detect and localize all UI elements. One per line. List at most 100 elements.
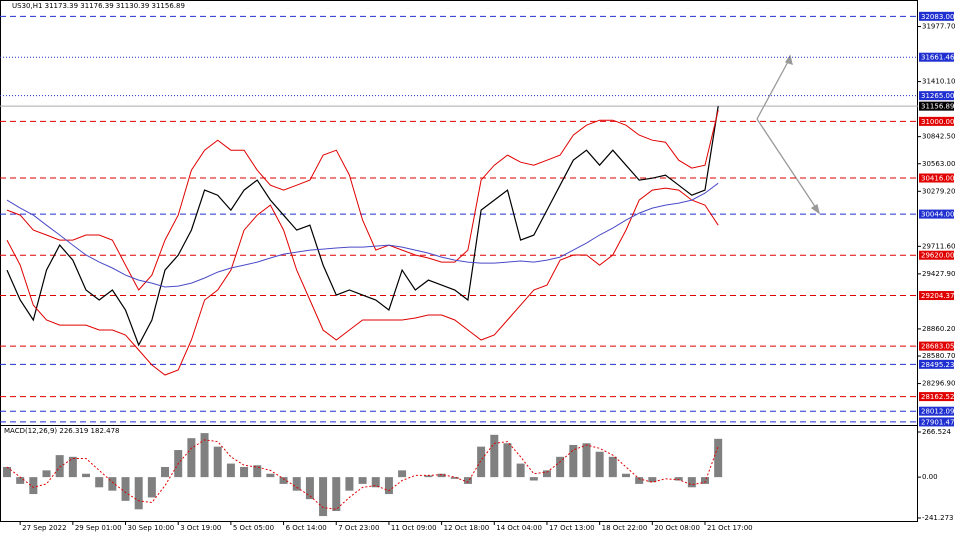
y-tick-label: 29711.60 (922, 242, 955, 250)
macd-bar (384, 477, 393, 495)
macd-bar (3, 466, 11, 478)
y-tick-label: 30563.00 (922, 160, 955, 168)
macd-tick-label: -241.273 (922, 514, 953, 522)
y-tick-label: 31977.70 (922, 23, 955, 31)
macd-bar (213, 446, 222, 478)
macd-bar (82, 473, 91, 478)
y-tick-label: 30842.50 (922, 133, 955, 141)
macd-bar (332, 477, 341, 511)
macd-bar (635, 477, 644, 484)
macd-bar (516, 463, 525, 478)
x-tick-label: 29 Sep 01:00 (75, 524, 122, 532)
y-tick-label: 31410.10 (922, 78, 955, 86)
level-label: 28012.09 (921, 408, 954, 416)
macd-bar (345, 477, 354, 491)
level-box (919, 116, 954, 126)
level-box (919, 173, 954, 183)
macd-tick-label: 266.524 (922, 428, 951, 436)
macd-bar (95, 477, 104, 488)
macd-bar (55, 455, 64, 478)
macd-bar (648, 477, 657, 483)
macd-bar (621, 473, 630, 478)
macd-bar (371, 477, 380, 488)
macd-bar (687, 477, 696, 488)
macd-bar (42, 470, 51, 478)
macd-bar (161, 466, 170, 478)
x-tick-label: 11 Oct 09:00 (391, 524, 437, 532)
level-label: 27901.47 (921, 418, 954, 426)
level-box (919, 291, 954, 301)
macd-bar (450, 477, 459, 479)
macd-bar (121, 477, 130, 501)
macd-bar (595, 451, 604, 478)
x-tick-label: 14 Oct 04:00 (496, 524, 542, 532)
macd-bar (358, 477, 367, 484)
macd-bar (253, 465, 262, 478)
level-box (919, 406, 954, 416)
level-box (919, 11, 954, 21)
y-tick-label: 28860.20 (922, 325, 955, 333)
macd-bar (569, 444, 578, 478)
level-label: 32083.00 (921, 13, 954, 21)
macd-bar (68, 456, 77, 478)
level-label: 31156.89 (921, 103, 954, 111)
level-label: 30416.00 (921, 175, 954, 183)
macd-bar (424, 475, 433, 478)
header: US30,H1 31173.39 31176.39 31130.39 31156… (12, 2, 185, 10)
x-tick-label: 7 Oct 23:00 (338, 524, 379, 532)
level-box (919, 101, 954, 111)
x-tick-label: 18 Oct 22:00 (602, 524, 648, 532)
macd-tick-label: 0.00 (922, 473, 938, 481)
macd-bar (582, 443, 591, 478)
macd-bar (226, 463, 235, 478)
x-tick-label: 6 Oct 14:00 (286, 524, 327, 532)
macd-bar (463, 477, 472, 484)
level-label: 31661.46 (921, 54, 955, 62)
macd-bar (556, 456, 565, 478)
macd-bar (542, 470, 551, 478)
level-label: 28495.23 (921, 361, 954, 369)
x-tick-label: 12 Oct 18:00 (444, 524, 490, 532)
x-tick-label: 17 Oct 13:00 (549, 524, 595, 532)
level-box (919, 341, 954, 351)
macd-bar (266, 473, 275, 478)
y-tick-label: 30279.20 (922, 187, 955, 195)
macd-bar (701, 477, 710, 484)
macd-title: MACD(12,26,9) 226.319 182.478 (4, 427, 120, 435)
level-label: 29620.00 (921, 252, 954, 260)
level-label: 31265.00 (921, 92, 954, 100)
level-label: 28683.05 (921, 343, 954, 351)
level-box (919, 417, 954, 427)
macd-bar (200, 433, 209, 478)
macd-bar (29, 477, 38, 495)
indicator-line (6, 110, 719, 291)
macd-bar (292, 477, 301, 491)
y-tick-label: 29427.90 (922, 270, 955, 278)
macd-bar (490, 434, 499, 478)
macd-bar (108, 477, 117, 491)
x-tick-label: 5 Oct 05:00 (233, 524, 274, 532)
x-tick-label: 3 Oct 19:00 (180, 524, 221, 532)
indicator-line (6, 187, 719, 376)
macd-bar (134, 477, 143, 510)
macd-bar (16, 477, 25, 484)
macd-bar (529, 477, 538, 481)
macd-bar (477, 446, 486, 478)
level-label: 31000.00 (921, 118, 954, 126)
level-box (919, 209, 954, 219)
macd-bar (674, 477, 683, 481)
y-tick-label: 28296.90 (922, 380, 955, 388)
macd-bar (187, 438, 196, 478)
signal-line (6, 439, 719, 510)
macd-bar (319, 477, 328, 517)
level-label: 29204.37 (921, 292, 954, 300)
macd-bar (398, 470, 407, 478)
level-box (919, 250, 954, 260)
macd-bar (305, 477, 314, 500)
level-label: 30044.00 (921, 211, 954, 219)
level-box (919, 392, 954, 402)
level-label: 28162.52 (921, 393, 954, 401)
y-tick-label: 28580.70 (922, 352, 955, 360)
macd-bar (608, 456, 617, 478)
